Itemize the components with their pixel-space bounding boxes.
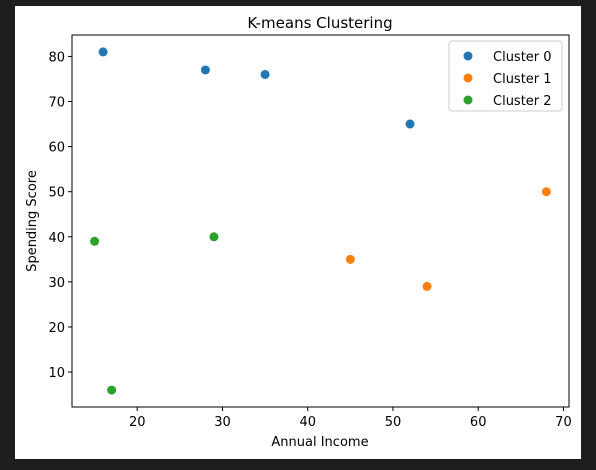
x-tick-label: 60 (470, 415, 487, 430)
point-cluster-0 (260, 69, 270, 79)
x-tick-label: 20 (129, 415, 146, 430)
point-cluster-0 (200, 65, 210, 75)
data-points (90, 47, 551, 395)
y-tick-label: 70 (48, 96, 65, 111)
point-cluster-1 (541, 187, 551, 197)
chart-title: K-means Clustering (247, 14, 392, 32)
point-cluster-1 (422, 281, 432, 291)
legend-box (448, 40, 563, 112)
point-cluster-0 (405, 119, 415, 129)
y-tick-label: 30 (48, 276, 65, 291)
y-tick-label: 20 (48, 321, 65, 336)
y-axis-label: Spending Score (25, 170, 40, 272)
legend-label-cluster-1: Cluster 1 (493, 72, 552, 87)
x-tick-label: 30 (214, 415, 231, 430)
y-tick-label: 50 (48, 186, 65, 201)
legend-marker-cluster-1 (463, 73, 473, 83)
legend-label-cluster-2: Cluster 2 (493, 94, 552, 109)
point-cluster-2 (107, 385, 117, 395)
y-tick-label: 40 (48, 231, 65, 246)
point-cluster-2 (90, 236, 100, 246)
legend: Cluster 0 Cluster 1 Cluster 2 (448, 40, 563, 112)
legend-label-cluster-0: Cluster 0 (493, 50, 552, 65)
y-tick-label: 10 (48, 366, 65, 381)
x-tick-label: 70 (555, 415, 572, 430)
y-tick-label: 60 (48, 141, 65, 156)
point-cluster-2 (209, 232, 219, 242)
x-tick-label: 40 (299, 415, 316, 430)
x-axis-label: Annual Income (271, 435, 368, 450)
y-tick-label: 80 (48, 50, 65, 65)
y-axis: 10 20 30 40 50 60 70 80 (48, 50, 72, 381)
legend-marker-cluster-2 (463, 95, 473, 105)
legend-marker-cluster-0 (463, 51, 473, 61)
x-tick-label: 50 (385, 415, 402, 430)
point-cluster-0 (98, 47, 108, 57)
x-axis: 20 30 40 50 60 70 (129, 407, 572, 430)
point-cluster-1 (345, 254, 355, 264)
